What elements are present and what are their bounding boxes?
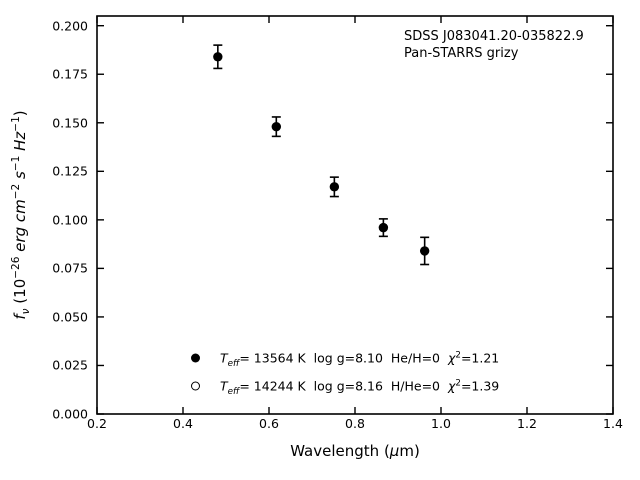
survey-name-text: Pan-STARRS grizy xyxy=(404,46,519,61)
data-point-marker xyxy=(329,182,340,192)
target-name-text: SDSS J083041.20-035822.9 xyxy=(404,29,584,44)
data-point-marker xyxy=(271,121,282,132)
data-point-marker xyxy=(378,222,389,233)
x-axis-label: Wavelength (μm) xyxy=(290,442,420,460)
data-point-marker xyxy=(213,52,223,62)
target-annotation: SDSS J083041.20-035822.9 Pan-STARRS griz… xyxy=(404,28,584,62)
y-axis-label: fν (10−26 erg cm−2 s−1 Hz−1) xyxy=(10,110,32,320)
plot-frame xyxy=(96,15,614,415)
data-point-marker xyxy=(419,246,430,256)
